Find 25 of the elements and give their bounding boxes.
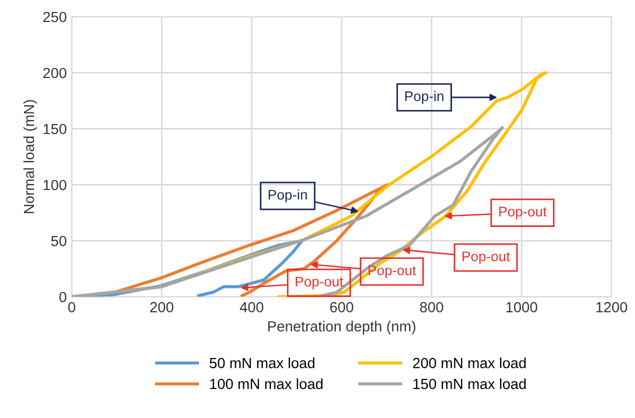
legend-label: 200 mN max load	[413, 358, 526, 368]
y-tick-label: 200	[43, 68, 66, 78]
x-tick-label: 1200	[596, 302, 628, 312]
x-tick-label: 800	[420, 302, 444, 312]
legend-label: 150 mN max load	[413, 378, 526, 390]
annotation: Pop-out	[368, 266, 416, 278]
legend-label: 100 mN max load	[210, 378, 322, 390]
x-tick-label: 600	[330, 302, 354, 312]
x-tick-label: 0	[68, 302, 76, 312]
x-tick-label: 400	[240, 302, 264, 312]
y-tick-label: 50	[51, 236, 66, 246]
x-tick-label: 1000	[506, 302, 538, 312]
x-axis-title: Penetration depth (nm)	[268, 320, 416, 334]
annotation: Pop-out	[296, 276, 344, 290]
y-tick-label: 100	[44, 180, 66, 190]
legend-label: 50 mN max load	[210, 358, 314, 368]
y-tick-label: 250	[43, 12, 66, 22]
y-axis-title: Normal load (mN)	[23, 100, 37, 214]
y-tick-label: 150	[44, 124, 66, 134]
annotation: Pop-in	[268, 189, 307, 202]
annotation: Pop-out	[499, 206, 547, 220]
annotation: Pop-out	[462, 252, 510, 264]
x-tick-label: 200	[150, 302, 174, 312]
annotation: Pop-in	[405, 90, 444, 104]
y-tick-label: 0	[59, 292, 66, 302]
